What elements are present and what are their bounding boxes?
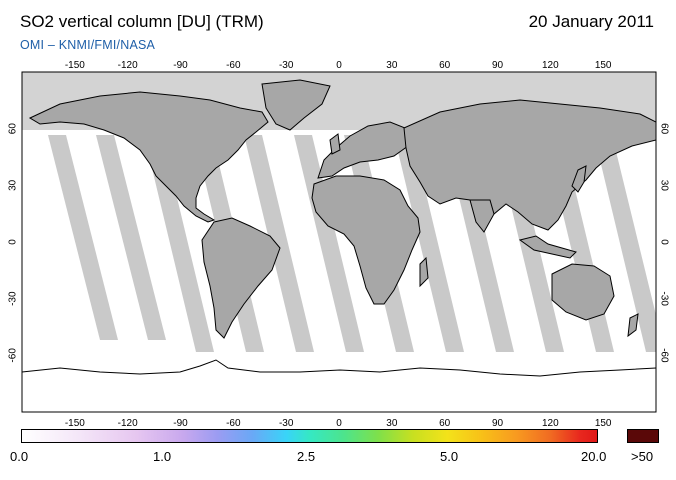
lon-tick-bottom: 30: [386, 418, 398, 429]
lon-tick-top: -60: [226, 60, 241, 71]
lon-tick-top: -150: [65, 60, 85, 71]
lon-tick-top: 60: [439, 60, 451, 71]
japan-landmass: [571, 165, 587, 193]
greenland-landmass: [261, 79, 331, 131]
lon-tick-bottom: -60: [226, 418, 241, 429]
lat-tick-right: -60: [658, 348, 669, 363]
continent-outlines: [28, 79, 656, 339]
lon-tick-bottom: 0: [336, 418, 342, 429]
madagascar-landmass: [419, 256, 429, 288]
lat-tick-left: 30: [8, 179, 19, 191]
colorbar-label-4: 20.0: [581, 449, 607, 464]
lat-tick-right: -30: [658, 291, 669, 306]
lon-tick-bottom: -150: [65, 418, 85, 429]
map-title: SO2 vertical column [DU] (TRM): [20, 12, 264, 31]
lon-tick-top: 30: [386, 60, 398, 71]
south-america-landmass: [201, 217, 281, 339]
lon-tick-top: -90: [173, 60, 188, 71]
southeast-asia-islands: [518, 235, 577, 259]
colorbar-over-limit-swatch: [627, 429, 659, 443]
new-zealand-landmass: [627, 313, 639, 338]
australia-landmass: [551, 263, 615, 321]
india-landmass: [469, 199, 495, 233]
british-isles-landmass: [329, 133, 341, 155]
colorbar-label-1: 1.0: [153, 449, 172, 464]
colorbar-label-0: 0.0: [10, 449, 29, 464]
lon-tick-bottom: -30: [279, 418, 294, 429]
lon-tick-top: -30: [279, 60, 294, 71]
lat-tick-left: -30: [8, 291, 19, 306]
antarctica-coastline: [22, 359, 656, 377]
data-source-credit: OMI – KNMI/FMI/NASA: [20, 38, 156, 52]
lon-tick-bottom: -90: [173, 418, 188, 429]
map-plot-area: [22, 72, 656, 412]
so2-colorbar: [21, 429, 598, 443]
lat-tick-right: 30: [658, 180, 669, 192]
colorbar-over-label: >50: [631, 449, 654, 464]
map-axis-ticks: -150 -150 -120 -120 -90 -90 -60 -60 -30 -30 0 0 30 30…: [8, 60, 670, 429]
lon-tick-top: 90: [492, 60, 504, 71]
lat-tick-left: 0: [8, 239, 19, 245]
lon-tick-top: 120: [542, 60, 559, 71]
map-frame: [21, 71, 657, 413]
map-date: 20 January 2011: [528, 12, 654, 31]
asia-landmass: [403, 99, 656, 231]
lon-tick-bottom: 90: [492, 418, 504, 429]
lon-tick-top: 150: [595, 60, 612, 71]
north-america-landmass: [28, 91, 269, 223]
lon-tick-bottom: 150: [595, 418, 612, 429]
colorbar-label-2: 2.5: [297, 449, 316, 464]
lon-tick-bottom: 120: [542, 418, 559, 429]
africa-landmass: [311, 175, 421, 305]
lon-tick-bottom: 60: [439, 418, 451, 429]
lat-tick-right: 0: [658, 239, 669, 245]
lon-tick-bottom: -120: [118, 418, 138, 429]
lat-tick-left: -60: [8, 348, 19, 363]
lon-tick-top: 0: [336, 60, 342, 71]
lon-tick-top: -120: [118, 60, 138, 71]
colorbar-label-3: 5.0: [440, 449, 459, 464]
lat-tick-right: 60: [658, 123, 669, 135]
lat-tick-left: 60: [8, 123, 19, 135]
